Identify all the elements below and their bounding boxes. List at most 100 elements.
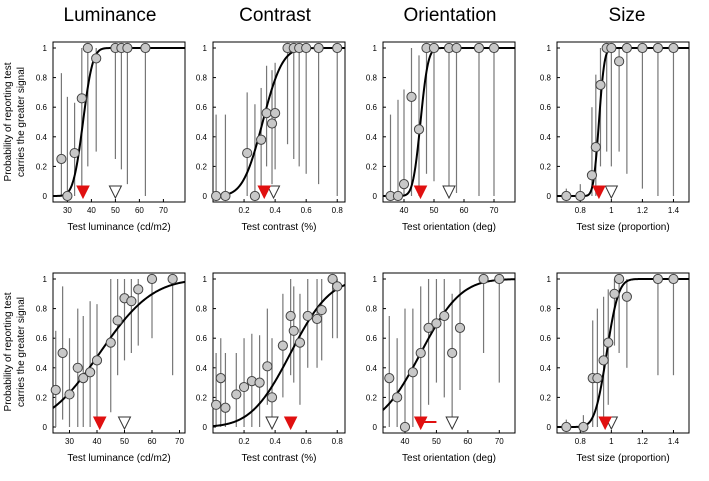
data-point: [72, 362, 83, 373]
data-point: [454, 322, 466, 333]
x-tick-label: 0.6: [301, 206, 313, 215]
x-tick-label: 60: [135, 206, 144, 215]
data-point: [384, 373, 395, 384]
y-tick-label: 0: [43, 423, 48, 432]
y-axis-label-line2: carries the greater signal: [16, 67, 27, 177]
panel-size-top: 0 0.2 0.4 0.6 0.8 1 0.8 1 1.2 1.4 Test size (propo…: [540, 41, 690, 233]
y-tick-label: 0.2: [540, 393, 552, 402]
data-point: [78, 373, 89, 384]
x-tick-label: 1: [609, 206, 614, 215]
fitted-curve: [212, 284, 346, 428]
data-point: [399, 421, 411, 433]
y-tick-label: 1: [203, 44, 208, 53]
x-tick-label: 70: [495, 437, 504, 446]
standard-marker: [117, 416, 132, 431]
data-point: [91, 355, 103, 366]
data-point: [488, 42, 500, 54]
x-tick-label: 0.4: [270, 437, 282, 446]
y-tick-label: 0.6: [196, 334, 208, 343]
data-point: [586, 170, 598, 181]
data-point: [652, 273, 664, 285]
data-point: [266, 118, 278, 129]
data-point: [428, 42, 440, 54]
plot-frame: [382, 41, 516, 203]
column-title-size: Size: [609, 5, 646, 26]
x-tick-label: 40: [87, 206, 96, 215]
standard-marker: [442, 185, 456, 200]
pse-marker: [598, 416, 612, 431]
pse-marker: [257, 185, 272, 200]
standard-marker: [445, 416, 459, 431]
data-point: [614, 273, 625, 285]
pse-marker: [592, 185, 606, 200]
data-point: [668, 42, 679, 54]
standard-marker: [266, 185, 281, 200]
plot-frame: [212, 41, 346, 203]
x-tick-label: 0.4: [270, 206, 282, 215]
data-point: [122, 42, 133, 54]
data-point: [215, 373, 226, 384]
data-point: [413, 124, 425, 135]
y-tick-label: 0.4: [540, 364, 552, 373]
y-tick-label: 0: [43, 192, 48, 201]
data-point: [609, 288, 620, 299]
data-point: [561, 421, 572, 433]
y-tick-label: 0.6: [540, 103, 552, 112]
standard-marker: [265, 416, 279, 431]
y-tick-label: 0.2: [366, 393, 378, 402]
data-point: [133, 284, 144, 295]
x-axis-label: Test orientation (deg): [402, 453, 496, 464]
panel-lum-top: 0 0.2 0.4 0.6 0.8 1 30 40 50 60 70 Test luminance (…: [36, 41, 186, 233]
data-point: [57, 347, 68, 359]
data-point: [256, 134, 267, 145]
data-point: [407, 367, 418, 378]
data-point: [302, 310, 313, 322]
plot-frame: [556, 41, 690, 203]
y-axis-label-top: Probability of reporting test carries th…: [3, 62, 27, 181]
data-point: [668, 273, 679, 285]
y-tick-label: 0.8: [540, 74, 552, 83]
column-title-contrast: Contrast: [239, 5, 312, 26]
data-point: [451, 42, 462, 54]
data-point: [595, 79, 606, 91]
data-point: [126, 296, 137, 307]
y-tick-label: 1: [547, 44, 552, 53]
data-point: [415, 347, 426, 359]
x-tick-label: 50: [120, 437, 129, 446]
y-tick-label: 0.2: [196, 162, 208, 171]
data-point: [603, 337, 614, 348]
data-point: [112, 315, 123, 326]
y-tick-label: 0.4: [196, 133, 208, 142]
data-point: [231, 389, 242, 400]
x-axis-label: Test contrast (%): [241, 453, 316, 464]
data-point: [220, 190, 231, 202]
data-point: [392, 190, 404, 202]
panel-ori-top: 0 0.2 0.4 0.6 0.8 1 40 50 60 70 Test orientation (…: [366, 41, 516, 233]
data-point: [50, 384, 61, 396]
standard-marker: [108, 185, 123, 200]
x-tick-label: 30: [65, 437, 74, 446]
fitted-curve: [382, 278, 516, 411]
y-tick-label: 0.8: [196, 74, 208, 83]
y-tick-label: 0.8: [196, 305, 208, 314]
y-tick-label: 0.4: [540, 133, 552, 142]
data-point: [478, 273, 489, 285]
x-tick-label: 70: [159, 206, 168, 215]
y-tick-label: 0.2: [196, 393, 208, 402]
data-point: [406, 91, 417, 102]
data-point: [62, 190, 73, 202]
y-tick-label: 0.8: [540, 305, 552, 314]
y-axis-label-line1: Probability of reporting test: [3, 292, 14, 411]
data-point: [220, 402, 231, 413]
y-tick-label: 0: [373, 192, 378, 201]
fitted-curve: [557, 47, 689, 197]
data-point: [82, 42, 93, 54]
x-tick-label: 40: [401, 437, 410, 446]
x-axis-label: Test luminance (cd/m2): [67, 222, 170, 233]
plot-frame: [382, 272, 516, 434]
plot-frame: [212, 272, 346, 434]
data-point: [254, 377, 265, 388]
panels: 0 0.2 0.4 0.6 0.8 1 30 40 50 60 70 Test luminance (…: [36, 41, 690, 464]
pse-marker: [413, 185, 428, 200]
pse-marker: [413, 416, 428, 431]
